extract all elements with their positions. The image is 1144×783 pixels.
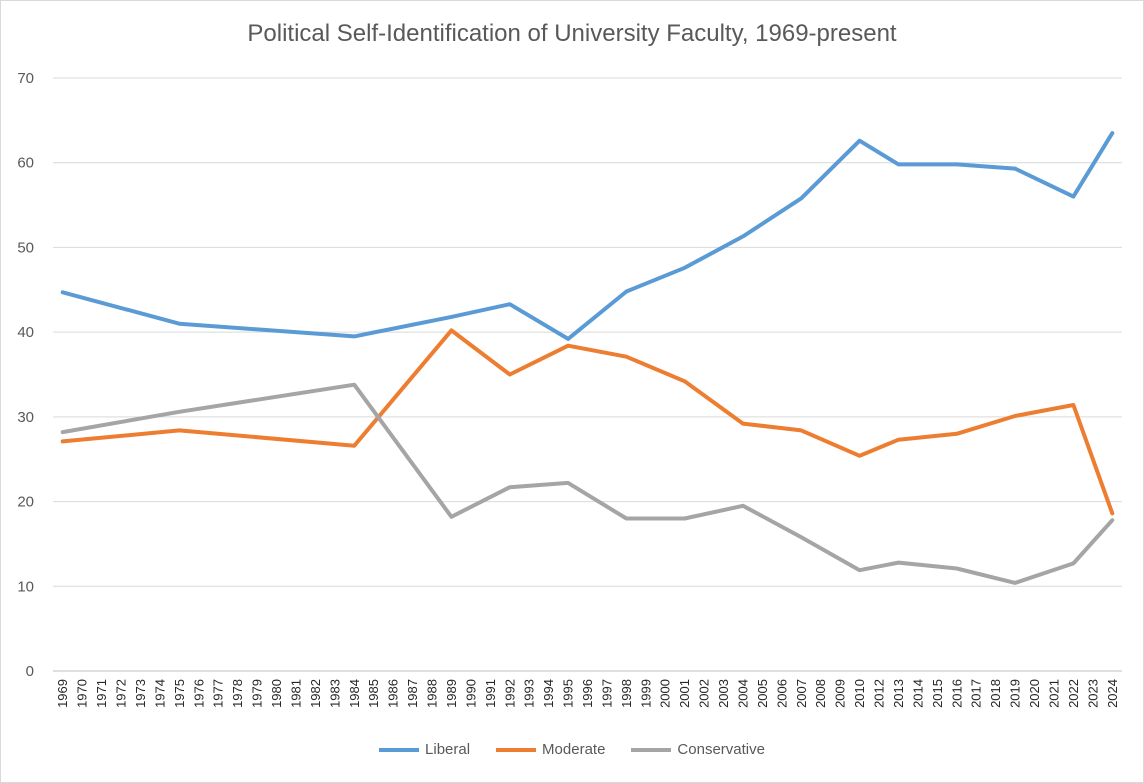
legend-swatch [379,747,420,752]
x-tick-label: 1998 [619,679,634,708]
y-tick-label: 0 [26,663,34,680]
x-tick-label: 2012 [872,679,887,708]
y-tick-label: 50 [17,239,34,256]
x-tick-label: 2010 [852,679,867,708]
x-tick-label: 1987 [405,679,420,708]
x-tick-label: 2008 [813,679,828,708]
x-tick-label: 1969 [55,679,70,708]
y-tick-label: 70 [17,70,34,87]
y-tick-label: 30 [17,409,34,426]
legend: Liberal Moderate Conservative [0,741,1144,758]
x-tick-label: 2003 [716,679,731,708]
x-axis-tick-labels: 1969 1970 1971 1972 1973 1974 1975 1976 1977 1978… [55,679,1120,708]
x-tick-label: 1997 [599,679,614,708]
x-tick-label: 2000 [658,679,673,708]
x-tick-label: 2016 [949,679,964,708]
x-tick-label: 1988 [425,679,440,708]
x-tick-label: 2022 [1066,679,1081,708]
x-tick-label: 1994 [541,679,556,708]
y-tick-label: 60 [17,155,34,172]
x-tick-label: 1982 [308,679,323,708]
legend-item-conservative: Conservative [631,741,765,758]
x-tick-label: 2005 [755,679,770,708]
x-tick-label: 2023 [1085,679,1100,708]
legend-item-moderate: Moderate [496,741,605,758]
x-tick-label: 1984 [347,679,362,708]
x-tick-label: 1991 [483,679,498,708]
x-tick-label: 1971 [94,679,109,708]
x-tick-label: 2004 [735,679,750,708]
series-lines [60,131,1115,585]
x-tick-label: 1985 [366,679,381,708]
legend-label: Conservative [677,741,765,758]
x-tick-label: 1989 [444,679,459,708]
legend-label: Liberal [425,741,471,758]
x-tick-label: 1970 [75,679,90,708]
legend-item-liberal: Liberal [379,741,470,758]
legend-swatch [496,747,537,752]
x-tick-label: 2021 [1046,679,1061,708]
x-tick-label: 2007 [794,679,809,708]
legend-swatch [631,747,672,752]
x-tick-label: 1986 [386,679,401,708]
x-tick-label: 2002 [697,679,712,708]
y-axis-tick-labels: 0 10 20 30 40 50 60 70 [17,70,34,680]
y-tick-label: 10 [17,578,34,595]
x-tick-label: 1978 [230,679,245,708]
x-tick-label: 1981 [288,679,303,708]
x-tick-label: 1990 [463,679,478,708]
x-tick-label: 1995 [561,679,576,708]
x-tick-label: 1980 [269,679,284,708]
y-tick-label: 40 [17,324,34,341]
x-tick-label: 2009 [833,679,848,708]
x-tick-label: 2015 [930,679,945,708]
x-tick-label: 1977 [211,679,226,708]
legend-label: Moderate [542,741,606,758]
x-tick-label: 2001 [677,679,692,708]
x-tick-label: 1996 [580,679,595,708]
x-tick-label: 1972 [114,679,129,708]
series-line-moderate [60,328,1115,516]
y-tick-label: 20 [17,494,34,511]
x-tick-label: 2006 [774,679,789,708]
x-tick-label: 1975 [172,679,187,708]
gridlines [53,77,1122,587]
series-line-liberal [60,131,1115,341]
x-tick-label: 1992 [502,679,517,708]
chart-title: Political Self-Identification of Univers… [247,20,897,47]
series-line-conservative [60,382,1115,585]
x-tick-label: 1974 [152,679,167,708]
x-tick-label: 1999 [638,679,653,708]
x-tick-label: 2014 [910,679,925,708]
x-tick-label: 2018 [988,679,1003,708]
x-tick-label: 1983 [327,679,342,708]
x-tick-label: 1993 [522,679,537,708]
x-tick-label: 1979 [250,679,265,708]
x-tick-label: 2024 [1105,679,1120,708]
x-tick-label: 2019 [1008,679,1023,708]
x-tick-label: 2013 [891,679,906,708]
x-tick-label: 1973 [133,679,148,708]
x-tick-label: 1976 [191,679,206,708]
x-tick-label: 2020 [1027,679,1042,708]
x-tick-label: 2017 [969,679,984,708]
